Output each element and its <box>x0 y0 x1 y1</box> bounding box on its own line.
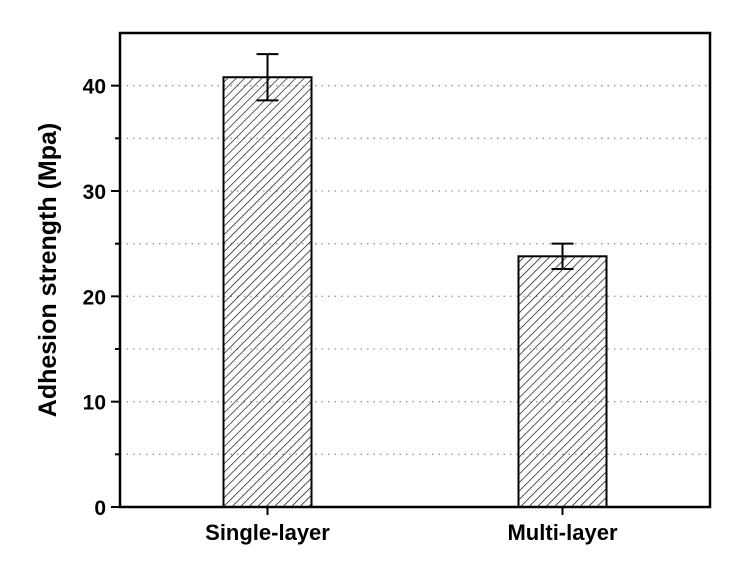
x-tick-label: Single-layer <box>205 520 330 545</box>
y-tick-label: 20 <box>83 286 106 309</box>
y-axis-label: Adhesion strength (Mpa) <box>34 123 62 417</box>
bars <box>222 76 608 509</box>
y-tick-label: 30 <box>83 181 106 204</box>
error-bars <box>256 53 574 270</box>
y-tick-label: 40 <box>83 76 106 99</box>
x-axis-ticks: Single-layer Multi-layer <box>205 507 618 545</box>
y-tick-label: 0 <box>94 497 106 520</box>
gridlines <box>120 85 710 455</box>
bar <box>222 76 313 509</box>
bar <box>517 255 608 508</box>
y-axis-ticks: 0 10 20 30 40 <box>83 76 120 520</box>
x-tick-label: Multi-layer <box>507 520 617 545</box>
y-tick-label: 10 <box>83 392 106 415</box>
plot-frame <box>118 31 712 509</box>
